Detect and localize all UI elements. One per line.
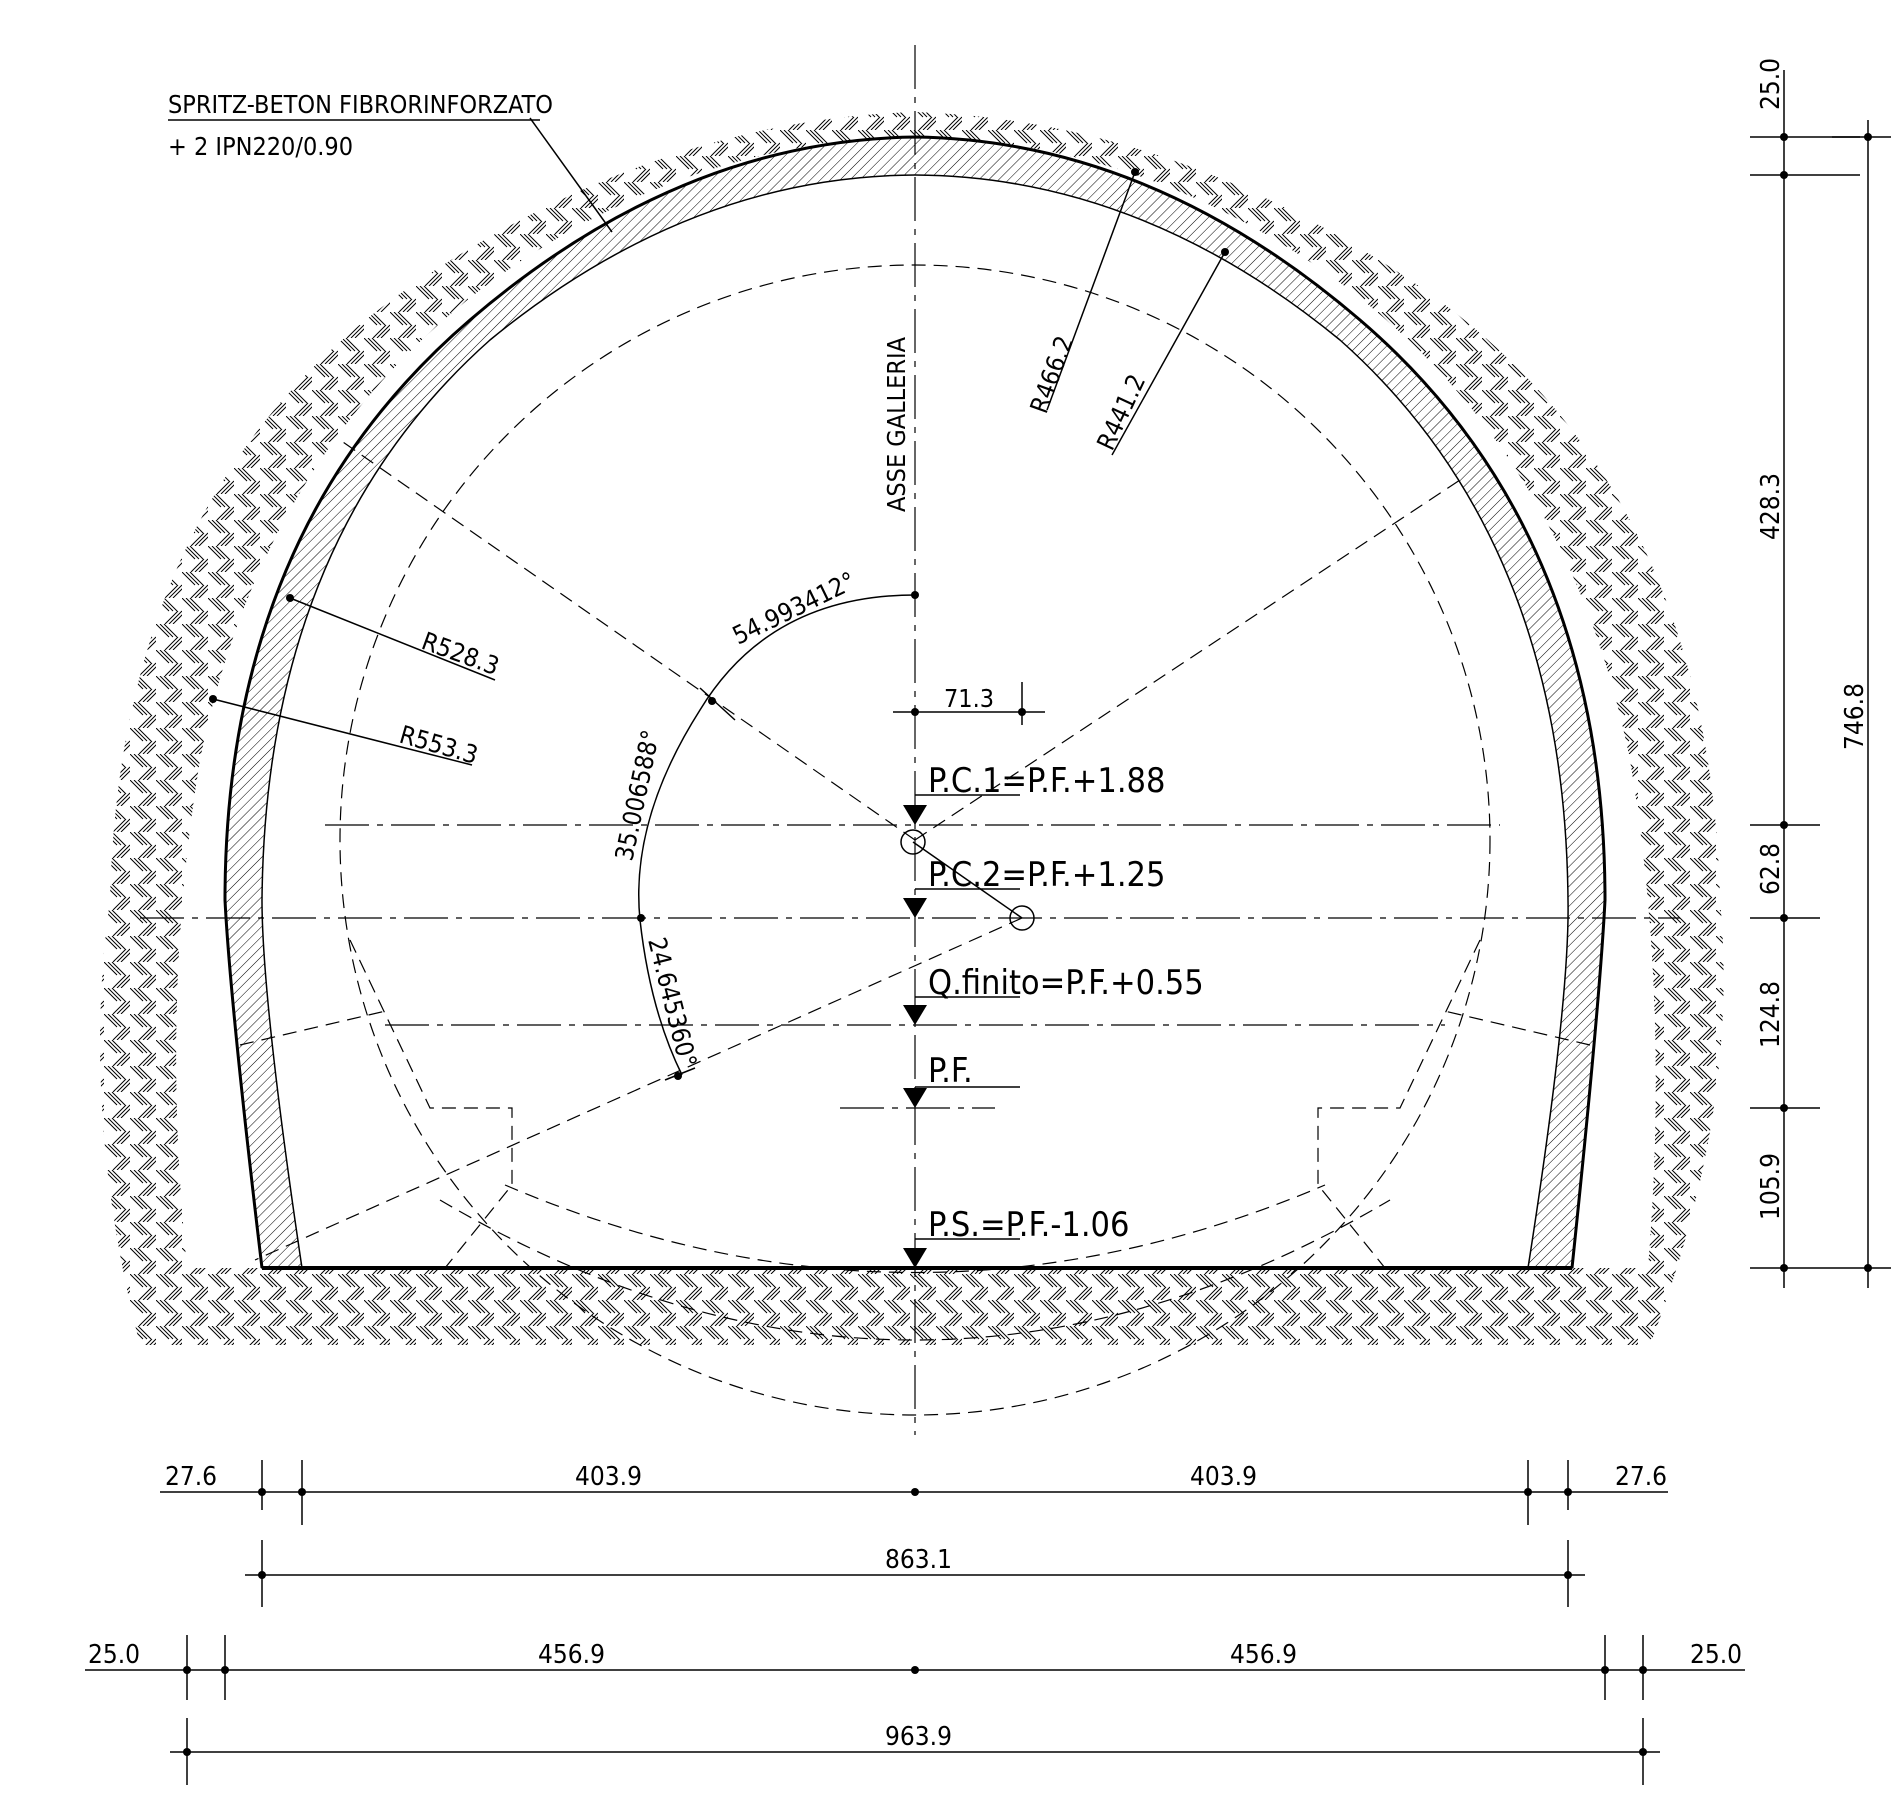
- svg-text:Q.finito=P.F.+0.55: Q.finito=P.F.+0.55: [928, 963, 1204, 1003]
- axis-galleria-label: ASSE GALLERIA: [882, 336, 911, 512]
- svg-text:403.9: 403.9: [575, 1462, 642, 1492]
- svg-text:P.C.1=P.F.+1.88: P.C.1=P.F.+1.88: [928, 761, 1165, 801]
- svg-text:71.3: 71.3: [944, 684, 994, 713]
- svg-text:124.8: 124.8: [1756, 981, 1786, 1048]
- radial-lines: [239, 439, 1591, 1261]
- left-platform: [349, 939, 513, 1269]
- centre-pc2-marker: [1009, 905, 1035, 931]
- level-qfinito: Q.finito=P.F.+0.55: [903, 963, 1204, 1025]
- angle-arc: [638, 594, 916, 1076]
- level-pc1: P.C.1=P.F.+1.88: [903, 761, 1165, 825]
- horizontal-dim-row3: 25.0 456.9 456.9 25.0: [85, 1635, 1745, 1700]
- offset-dim: 71.3: [893, 682, 1045, 725]
- svg-text:27.6: 27.6: [1615, 1462, 1667, 1492]
- svg-text:62.8: 62.8: [1756, 843, 1786, 895]
- svg-text:P.S.=P.F.-1.06: P.S.=P.F.-1.06: [928, 1205, 1129, 1245]
- svg-text:863.1: 863.1: [885, 1545, 952, 1575]
- svg-text:P.C.2=P.F.+1.25: P.C.2=P.F.+1.25: [928, 855, 1165, 895]
- svg-text:105.9: 105.9: [1756, 1153, 1786, 1220]
- svg-text:403.9: 403.9: [1190, 1462, 1257, 1492]
- note-line2: + 2 IPN220/0.90: [168, 132, 353, 161]
- svg-text:456.9: 456.9: [1230, 1640, 1297, 1670]
- svg-text:25.0: 25.0: [1690, 1640, 1742, 1670]
- invert-arc: [439, 1199, 1391, 1341]
- horizontal-dim-row2: 863.1: [245, 1540, 1585, 1607]
- centre-pc1-marker: [900, 829, 926, 855]
- note-line1: SPRITZ-BETON FIBRORINFORZATO: [168, 90, 553, 119]
- svg-text:P.F.: P.F.: [928, 1051, 973, 1091]
- svg-text:25.0: 25.0: [88, 1640, 140, 1670]
- svg-text:428.3: 428.3: [1756, 473, 1786, 540]
- horizontal-dim-row4: 963.9: [170, 1718, 1660, 1785]
- svg-text:25.0: 25.0: [1756, 58, 1786, 110]
- svg-text:963.9: 963.9: [885, 1722, 952, 1752]
- svg-text:27.6: 27.6: [165, 1462, 217, 1492]
- right-platform: [1317, 939, 1481, 1269]
- horizontal-dim-row1: 27.6 403.9 403.9 27.6: [160, 1460, 1668, 1525]
- level-pf: P.F.: [903, 1051, 1020, 1108]
- svg-text:456.9: 456.9: [538, 1640, 605, 1670]
- level-pc2: P.C.2=P.F.+1.25: [903, 855, 1165, 918]
- vertical-dimension-chain: 25.0 428.3 62.8 124.8 105.9 746.8: [1750, 58, 1891, 1288]
- tunnel-excavation: [176, 137, 1656, 1268]
- svg-text:746.8: 746.8: [1840, 683, 1870, 750]
- level-ps: P.S.=P.F.-1.06: [903, 1205, 1129, 1268]
